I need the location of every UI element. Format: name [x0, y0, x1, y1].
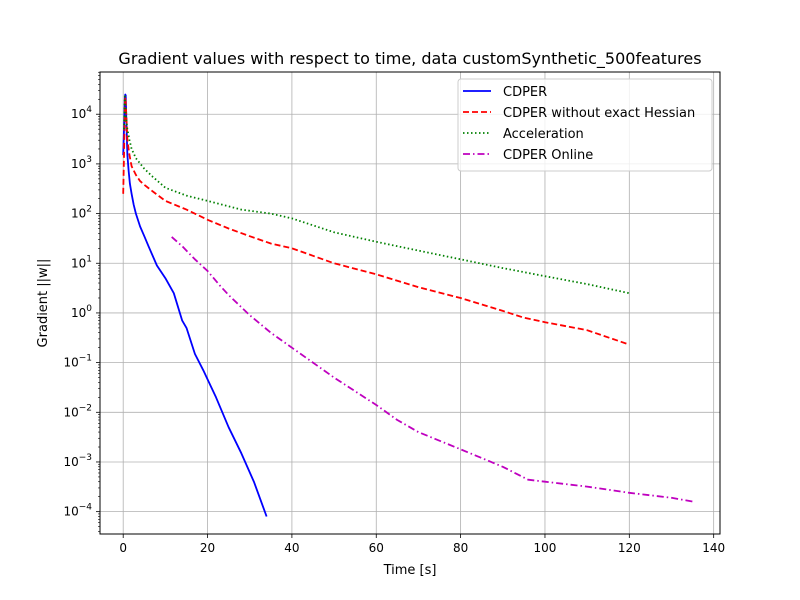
- y-tick-label: 10−1: [63, 354, 92, 370]
- chart-title: Gradient values with respect to time, da…: [118, 49, 701, 69]
- x-tick-label: 120: [618, 541, 641, 555]
- y-tick-label: 102: [71, 205, 92, 221]
- x-tick-label: 140: [702, 541, 725, 555]
- legend-label-1: CDPER: [503, 85, 547, 100]
- x-tick-label: 20: [200, 541, 215, 555]
- y-tick-label: 101: [71, 254, 92, 270]
- series-layer: [122, 93, 693, 517]
- series-line-4: [171, 236, 693, 503]
- x-axis-label: Time [s]: [383, 563, 437, 578]
- legend-label-4: CDPER Online: [503, 148, 593, 163]
- series-line-2: [122, 96, 630, 346]
- y-tick-label: 104: [71, 105, 92, 121]
- series-line-3: [123, 93, 630, 295]
- ticks: 0 20 40 60 80 100 120 140 104 103 102 101 100 10−1 10−…: [63, 71, 725, 555]
- x-tick-label: 40: [284, 541, 299, 555]
- legend: CDPER CDPER without exact Hessian Accelera…: [457, 78, 713, 172]
- y-tick-label: 10−2: [63, 403, 92, 419]
- y-tick-label: 10−3: [63, 453, 92, 469]
- y-tick-label: 103: [71, 155, 92, 171]
- x-tick-label: 100: [534, 541, 557, 555]
- x-tick-label: 60: [369, 541, 384, 555]
- series-line-1: [122, 93, 268, 517]
- x-tick-label: 80: [453, 541, 468, 555]
- x-tick-label: 0: [119, 541, 127, 555]
- y-axis-label: Gradient ||w||: [36, 259, 51, 348]
- legend-label-3: Acceleration: [503, 127, 584, 142]
- y-tick-label: 10−4: [63, 503, 92, 519]
- plot-frame: [99, 71, 721, 535]
- y-tick-label: 100: [71, 304, 92, 320]
- legend-box: [457, 78, 713, 172]
- legend-label-2: CDPER without exact Hessian: [503, 106, 695, 121]
